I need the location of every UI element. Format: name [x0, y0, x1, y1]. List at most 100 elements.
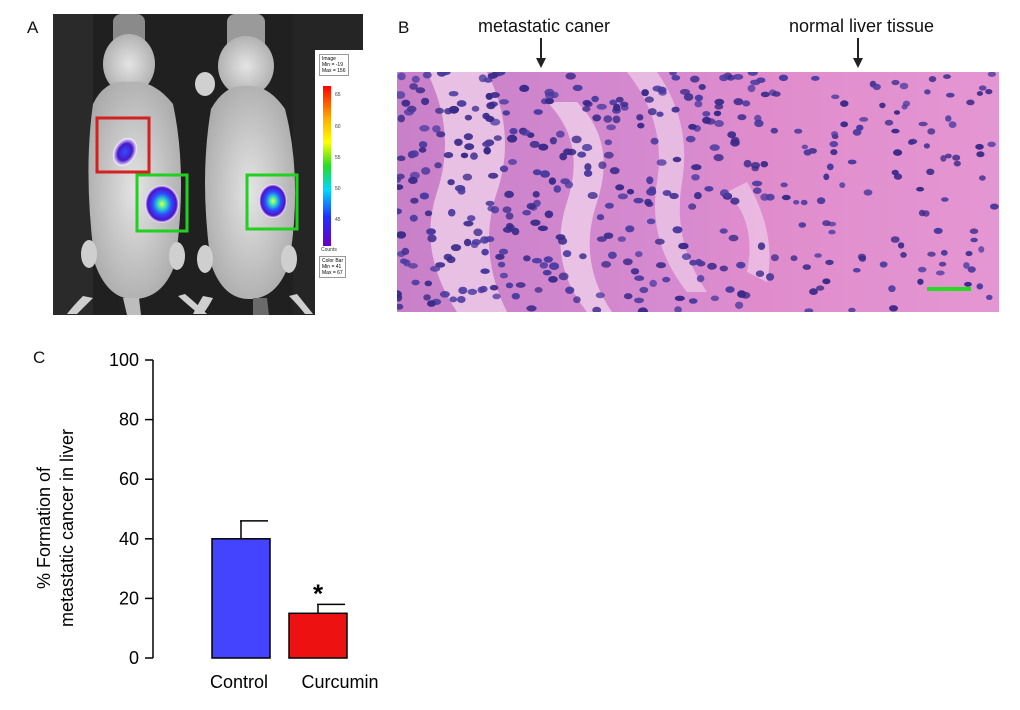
- cell-nucleus: [572, 84, 583, 92]
- cell-nucleus: [606, 124, 616, 131]
- cell-nucleus: [831, 131, 839, 137]
- cell-nucleus: [674, 306, 682, 312]
- cell-nucleus: [448, 91, 459, 97]
- panel-a-label: A: [27, 18, 39, 37]
- cell-nucleus: [555, 234, 566, 241]
- cell-nucleus: [683, 93, 694, 101]
- cell-nucleus: [669, 192, 679, 200]
- cell-nucleus: [409, 214, 418, 222]
- cell-nucleus: [641, 89, 649, 97]
- cell-nucleus: [415, 87, 426, 94]
- cell-nucleus: [418, 141, 428, 149]
- cell-nucleus: [486, 102, 496, 110]
- arrow-down-icon: [536, 38, 546, 68]
- cell-nucleus: [751, 180, 763, 187]
- cell-nucleus: [538, 143, 549, 151]
- cell-nucleus: [978, 246, 985, 253]
- cell-nucleus: [986, 294, 993, 300]
- cell-nucleus: [537, 225, 548, 232]
- cell-nucleus: [893, 149, 903, 156]
- cell-nucleus: [397, 208, 402, 215]
- cell-nucleus: [933, 227, 943, 234]
- legend-image-box: Image Min = -19 Max = 156: [319, 54, 349, 76]
- cell-nucleus: [823, 173, 830, 181]
- cell-nucleus: [852, 268, 861, 273]
- cell-nucleus: [714, 120, 724, 127]
- cell-nucleus: [751, 165, 759, 172]
- cell-nucleus: [857, 253, 866, 260]
- cell-nucleus: [740, 291, 751, 299]
- cell-nucleus: [543, 256, 553, 263]
- cell-nucleus: [548, 276, 558, 283]
- cell-nucleus: [671, 106, 680, 113]
- cell-nucleus: [747, 84, 756, 93]
- cell-nucleus: [462, 173, 473, 181]
- cell-nucleus: [976, 151, 985, 158]
- color-scale-bar: [323, 86, 331, 246]
- cell-nucleus: [672, 226, 683, 234]
- cell-nucleus: [615, 96, 624, 103]
- cell-nucleus: [689, 259, 698, 266]
- cell-nucleus: [694, 192, 702, 200]
- cell-nucleus: [515, 282, 526, 288]
- colorbar-tick: 55: [335, 155, 341, 161]
- cell-nucleus: [635, 251, 643, 258]
- cell-nucleus: [505, 212, 514, 220]
- cell-nucleus: [985, 89, 993, 95]
- cell-nucleus: [710, 295, 720, 302]
- cell-nucleus: [948, 121, 957, 128]
- cell-nucleus: [644, 96, 654, 103]
- cell-nucleus: [970, 237, 978, 243]
- cell-nucleus: [662, 276, 671, 283]
- cell-nucleus: [725, 286, 735, 293]
- bar-chart: 0 20 40 60 80 100 * Control Curcumin % Formati…: [0, 340, 420, 705]
- cell-nucleus: [441, 72, 451, 76]
- cell-nucleus: [591, 95, 599, 103]
- cell-nucleus: [730, 136, 740, 145]
- cell-nucleus: [891, 128, 900, 134]
- cell-nucleus: [617, 236, 626, 242]
- cell-nucleus: [522, 209, 532, 216]
- cell-nucleus: [918, 209, 926, 217]
- cell-nucleus: [646, 176, 654, 185]
- cell-nucleus: [987, 141, 996, 147]
- cell-nucleus: [935, 270, 945, 276]
- cell-nucleus: [794, 128, 803, 134]
- cell-nucleus: [760, 91, 770, 98]
- cell-nucleus: [742, 100, 751, 107]
- significance-marker: *: [313, 578, 324, 608]
- cell-nucleus: [613, 103, 621, 112]
- cell-nucleus: [888, 285, 896, 293]
- cell-nucleus: [636, 114, 644, 121]
- cell-nucleus: [456, 100, 467, 107]
- cell-nucleus: [470, 241, 479, 248]
- x-category-label: Control: [210, 672, 268, 692]
- cell-nucleus: [470, 152, 478, 160]
- colorbar-tick: 50: [335, 186, 341, 192]
- cell-nucleus: [421, 167, 431, 175]
- cell-nucleus: [467, 288, 478, 295]
- cell-nucleus: [770, 127, 778, 134]
- cell-nucleus: [499, 99, 509, 105]
- cell-nucleus: [893, 173, 903, 180]
- cell-nucleus: [685, 135, 696, 143]
- cell-nucleus: [529, 140, 540, 148]
- cell-nucleus: [505, 282, 514, 289]
- cell-nucleus: [848, 307, 856, 312]
- cell-nucleus: [975, 143, 984, 150]
- cell-nucleus: [801, 144, 808, 150]
- cell-nucleus: [523, 255, 531, 262]
- cell-nucleus: [526, 305, 537, 312]
- cell-nucleus: [598, 161, 607, 169]
- bar-curcumin: [288, 612, 348, 659]
- bar-control: [211, 538, 271, 659]
- cell-nucleus: [553, 185, 562, 193]
- cell-nucleus: [945, 115, 952, 122]
- cell-nucleus: [496, 72, 506, 76]
- y-axis-label-line1: % Formation of: [34, 466, 54, 589]
- cell-nucleus: [727, 131, 737, 139]
- cell-nucleus: [565, 72, 576, 80]
- signal-left-tumor: [145, 185, 179, 223]
- cell-nucleus: [400, 258, 408, 264]
- cell-nucleus: [520, 129, 531, 136]
